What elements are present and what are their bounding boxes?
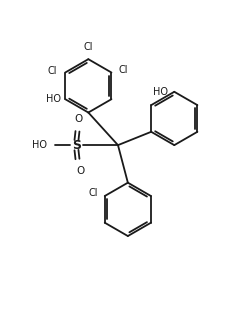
Text: Cl: Cl (83, 42, 93, 52)
Text: Cl: Cl (48, 65, 57, 75)
Text: HO: HO (32, 140, 47, 150)
Text: Cl: Cl (118, 64, 127, 74)
Text: O: O (74, 114, 82, 124)
Text: HO: HO (152, 87, 167, 97)
Text: S: S (72, 139, 81, 151)
Text: O: O (76, 166, 84, 176)
Text: HO: HO (46, 94, 61, 104)
Text: Cl: Cl (88, 188, 97, 198)
